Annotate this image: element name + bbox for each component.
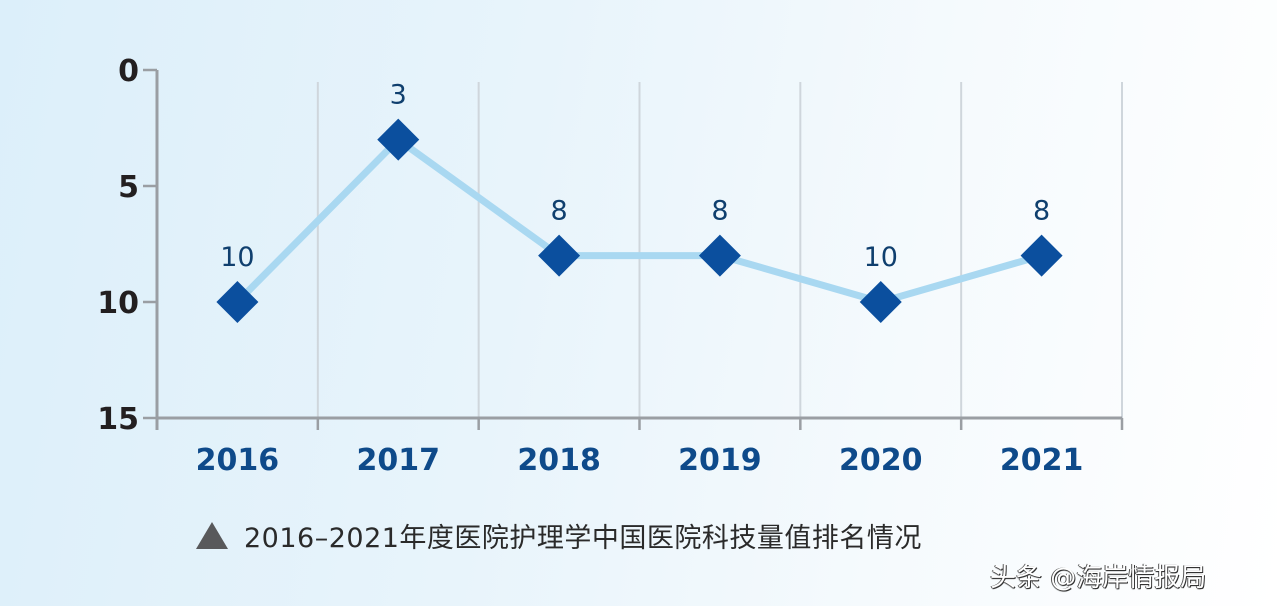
chart-caption: 2016–2021年度医院护理学中国医院科技量值排名情况 [196,516,922,555]
y-axis-ticks: 0 5 10 15 [97,54,157,437]
y-tick-label: 15 [97,402,139,437]
y-tick-label: 5 [118,170,139,205]
data-label: 8 [550,196,567,227]
data-label: 3 [390,80,407,111]
series-line [234,136,1043,306]
data-markers [216,118,1063,323]
data-labels: 10 3 8 8 10 8 [220,80,1050,273]
x-tick-label: 2019 [678,443,762,478]
triangle-icon [196,522,228,549]
x-tick-label: 2020 [839,443,923,478]
y-tick-label: 10 [97,286,139,321]
data-label: 10 [864,242,898,273]
data-label: 8 [711,196,728,227]
x-tick-label: 2017 [357,443,441,478]
x-axis-ticks: 2016 2017 2018 2019 2020 2021 [155,418,1124,478]
diamond-marker [859,281,902,323]
watermark: 头条 @海岸情报局 [990,563,1207,593]
data-label: 10 [220,242,254,273]
diamond-marker [538,234,581,277]
diamond-marker [216,281,259,323]
y-tick-label: 0 [118,54,139,89]
caption-text: 2016–2021年度医院护理学中国医院科技量值排名情况 [244,523,922,554]
diamond-marker [698,234,741,277]
x-tick-label: 2016 [196,443,280,478]
diamond-marker [1020,234,1063,277]
data-label: 8 [1033,196,1050,227]
category-gridlines [316,82,1123,418]
x-tick-label: 2021 [1000,443,1084,478]
x-tick-label: 2018 [517,443,601,478]
diamond-marker [377,118,420,161]
